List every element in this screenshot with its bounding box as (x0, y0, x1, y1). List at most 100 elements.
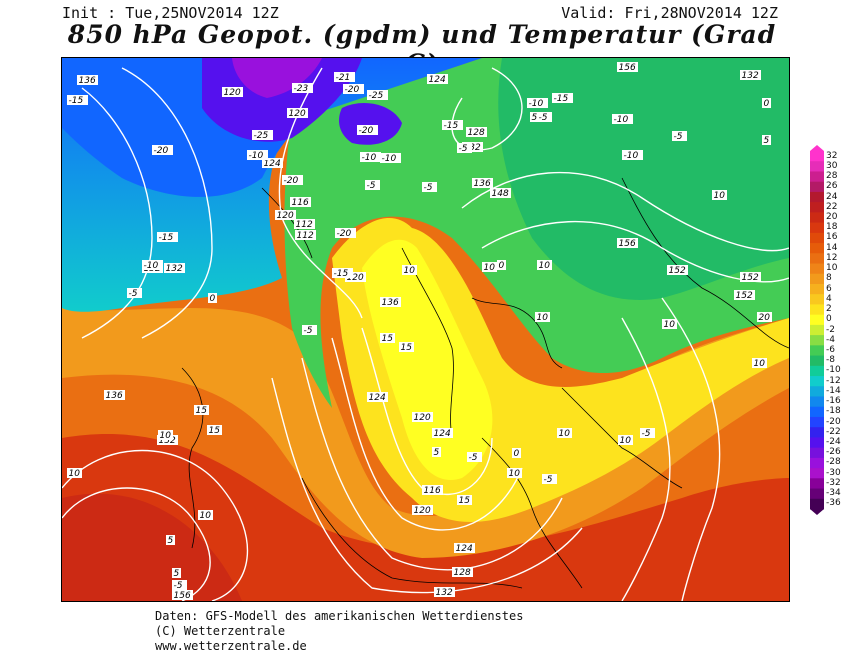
geopotential-label-bg (466, 127, 487, 137)
geopotential-label-bg (667, 265, 688, 275)
temperature-label: -5 (467, 452, 482, 463)
geopotential-label-text: 152 (159, 436, 176, 446)
geopotential-label: 156 (617, 238, 638, 249)
temperature-label: -21 (334, 72, 355, 83)
temperature-label-bg (365, 180, 380, 190)
geopotential-label-bg (290, 197, 311, 207)
temperature-label-bg (380, 333, 395, 343)
temperature-label-text: -5 (424, 183, 433, 193)
temperature-label-bg (402, 265, 417, 275)
temperature-label: 10 (402, 265, 417, 276)
temperature-label-text: -15 (69, 96, 84, 106)
temperature-label-text: -5 (642, 429, 651, 439)
geopotential-label-text: 120 (224, 88, 241, 98)
colorbar-swatch (810, 283, 824, 295)
colorbar-swatch (810, 396, 824, 408)
colorbar-swatch (810, 212, 824, 224)
temperature-label-bg (166, 535, 175, 545)
colorbar-label: 30 (826, 160, 838, 171)
geopotential-label-bg (434, 587, 455, 597)
geopotential-label-text: 112 (296, 220, 313, 230)
geopotential-label-bg (462, 142, 483, 152)
colorbar-label: -24 (826, 437, 841, 447)
colorbar-swatch (810, 488, 824, 500)
colorbar-swatch (810, 151, 824, 162)
geopotential-label: 152 (740, 272, 761, 283)
colorbar-swatch (810, 263, 824, 275)
colorbar-label: -34 (826, 488, 841, 499)
temperature-label-text: -23 (294, 84, 309, 94)
geopotential-label-bg (432, 428, 453, 438)
copyright: (C) Wetterzentrale (155, 624, 286, 638)
colorbar-swatch (810, 253, 824, 265)
geopotential-label: 124 (367, 392, 388, 403)
geopotential-label-bg (617, 238, 638, 248)
colorbar-label: -18 (826, 406, 841, 417)
colorbar-label: 32 (826, 150, 838, 161)
colorbar-swatch (810, 478, 824, 490)
temperature-label-text: 10 (484, 263, 496, 273)
temperature-label: 10 (557, 428, 572, 439)
temperature-label-text: 15 (401, 343, 413, 353)
temperature-label-bg (334, 72, 355, 82)
geopotential-label-bg (617, 62, 638, 72)
temperature-label: -5 (302, 325, 317, 336)
colorbar-swatch (810, 202, 824, 213)
data-source: Daten: GFS-Modell des amerikanischen Wet… (155, 609, 524, 623)
colorbar-swatch (810, 335, 824, 346)
colorbar-label: 10 (826, 263, 838, 274)
temperature-label-text: -20 (345, 85, 360, 95)
temperature-label-text: -20 (337, 229, 352, 239)
colorbar-label: 18 (826, 222, 838, 233)
temperature-label-bg (292, 83, 313, 93)
temperature-label-bg (247, 150, 268, 160)
temperature-label-text: 15 (209, 426, 221, 436)
temperature-label-text: 10 (509, 469, 521, 479)
geopotential-label-text: 152 (742, 273, 759, 283)
temperature-label-bg (618, 435, 633, 445)
temperature-label-text: 0 (499, 261, 505, 271)
temperature-label-text: 10 (200, 511, 212, 521)
geopotential-label-text: 132 (742, 71, 759, 81)
colorbar-swatch (810, 181, 824, 193)
geopotential-label-text: 136 (474, 179, 491, 189)
temperature-label-bg (127, 288, 142, 298)
temperature-label: 0 (762, 98, 771, 109)
temperature-label-bg (172, 568, 181, 578)
temperature-label-bg (172, 580, 187, 590)
geopotential-label-text: 136 (79, 76, 96, 86)
temperature-label-bg (507, 468, 522, 478)
weather-map: 1361201201241241281321361481201321161121… (61, 57, 790, 602)
geopotential-label-bg (490, 188, 511, 198)
temperature-label-text: 0 (514, 449, 520, 459)
colorbar-label: 2 (826, 304, 832, 315)
colorbar-label: 6 (826, 283, 832, 294)
temperature-label-text: -10 (624, 151, 639, 161)
temperature-label: -5 (422, 182, 437, 193)
temperature-label: 5 (172, 568, 181, 579)
temperature-label-text: -10 (249, 151, 264, 161)
geopotential-label: 136 (472, 178, 493, 189)
temperature-label: 15 (457, 495, 472, 506)
colorbar-swatch (810, 345, 824, 357)
temperature-label: -10 (380, 153, 401, 164)
colorbar-scale (810, 145, 824, 515)
colorbar-label: -28 (826, 457, 841, 468)
colorbar-swatch (810, 171, 824, 183)
temperature-label-bg (537, 260, 552, 270)
temperature-label: 20 (757, 312, 772, 323)
geopotential-label: 124 (432, 428, 453, 439)
temperature-label-bg (142, 260, 163, 270)
temperature-label: -10 (527, 98, 548, 109)
temperature-label-text: -15 (159, 233, 174, 243)
colorbar-label: -36 (826, 498, 841, 509)
colorbar-label: 22 (826, 201, 838, 212)
geopotential-label: 152 (667, 265, 688, 276)
temperature-label: 10 (67, 468, 82, 479)
colorbar-label: -32 (826, 477, 841, 488)
geopotential-label-text: 120 (289, 109, 306, 119)
temperature-label-text: 15 (459, 496, 471, 506)
colorbar-swatch (810, 243, 824, 254)
temperature-label: 5 (166, 535, 175, 546)
geopotential-label-bg (287, 108, 308, 118)
